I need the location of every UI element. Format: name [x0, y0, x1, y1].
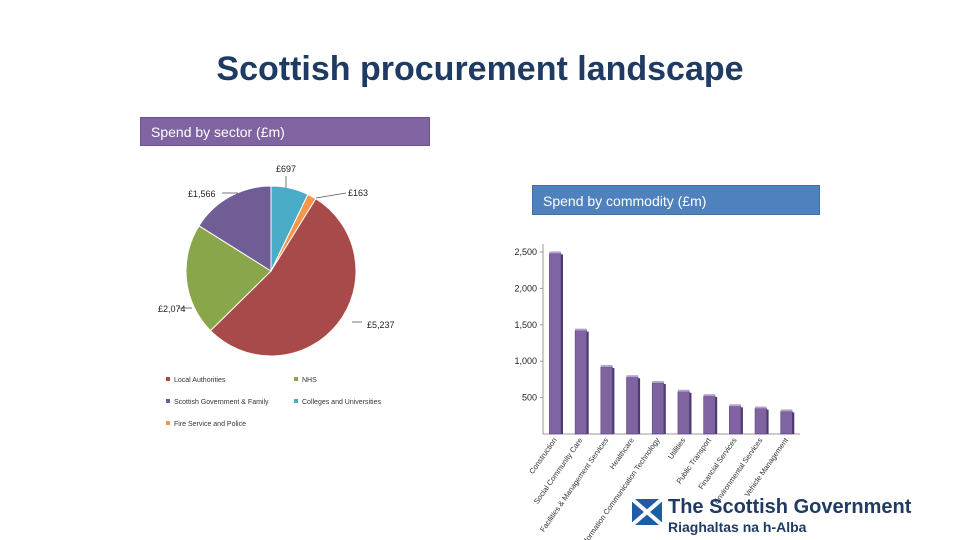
- bar-top: [652, 381, 664, 384]
- bar: [574, 330, 587, 435]
- y-tick-label: 500: [522, 393, 537, 403]
- bar: [626, 376, 639, 435]
- legend-label: Local Authorities: [174, 377, 226, 384]
- bar-top: [755, 406, 767, 409]
- y-tick-label: 1,000: [514, 356, 537, 366]
- bar-top: [575, 328, 587, 331]
- pie-data-label: £2,074: [158, 304, 186, 314]
- bar-top: [600, 365, 613, 368]
- pie-data-label: £1,566: [188, 189, 216, 199]
- bar: [729, 406, 742, 435]
- bar-top: [703, 394, 716, 397]
- logo-name: The Scottish Government: [668, 496, 912, 518]
- x-category-label: Healthcare: [608, 436, 636, 471]
- bar-top: [549, 251, 561, 254]
- bar: [600, 366, 613, 435]
- legend-label: NHS: [302, 377, 317, 384]
- legend-swatch: [294, 399, 298, 403]
- legend-label: Scottish Government & Family: [174, 399, 269, 406]
- legend-label: Colleges and Universities: [302, 399, 381, 406]
- bar: [754, 408, 767, 435]
- bar: [549, 253, 562, 435]
- pie-data-label: £5,237: [367, 320, 395, 330]
- bar-shadow: [638, 378, 641, 434]
- pie-leader-line: [315, 192, 347, 199]
- y-tick-label: 1,500: [514, 320, 537, 330]
- bar-shadow: [586, 331, 589, 434]
- bar: [651, 382, 665, 435]
- bar-shadow: [715, 397, 718, 434]
- bar-shadow: [740, 407, 743, 434]
- legend-swatch: [166, 399, 170, 403]
- sector-band: Spend by sector (£m): [140, 117, 430, 146]
- bar-top: [729, 404, 741, 407]
- saltire-flag-icon: [632, 497, 662, 527]
- bar-top: [626, 375, 639, 378]
- page-title: Scottish procurement landscape: [216, 50, 744, 88]
- bar: [677, 391, 690, 435]
- bar-top: [780, 409, 793, 412]
- bar: [780, 411, 793, 435]
- legend-swatch: [294, 377, 298, 381]
- x-category-label: Utilities: [666, 436, 687, 461]
- legend-swatch: [166, 421, 170, 425]
- commodity-band: Spend by commodity (£m): [532, 185, 820, 215]
- bar: [703, 395, 716, 435]
- bar-shadow: [560, 254, 563, 434]
- bar-shadow: [689, 392, 692, 434]
- y-tick-label: 2,000: [514, 283, 537, 293]
- logo-subtitle: Riaghaltas na h-Alba: [668, 519, 807, 535]
- legend-label: Fire Service and Police: [174, 421, 246, 428]
- pie-slice: [185, 225, 272, 332]
- pie-data-label: £163: [348, 188, 368, 198]
- legend-swatch: [166, 377, 170, 381]
- x-category-label: Social Community Care: [532, 436, 585, 506]
- bar-shadow: [663, 384, 666, 434]
- pie-data-label: £697: [276, 164, 296, 174]
- bar-shadow: [612, 368, 615, 434]
- y-tick-label: 2,500: [514, 247, 537, 257]
- pie-slice: [198, 185, 272, 272]
- bar-shadow: [792, 412, 795, 434]
- bar-top: [677, 389, 690, 392]
- pie-slice: [209, 198, 357, 357]
- bar-shadow: [766, 409, 769, 434]
